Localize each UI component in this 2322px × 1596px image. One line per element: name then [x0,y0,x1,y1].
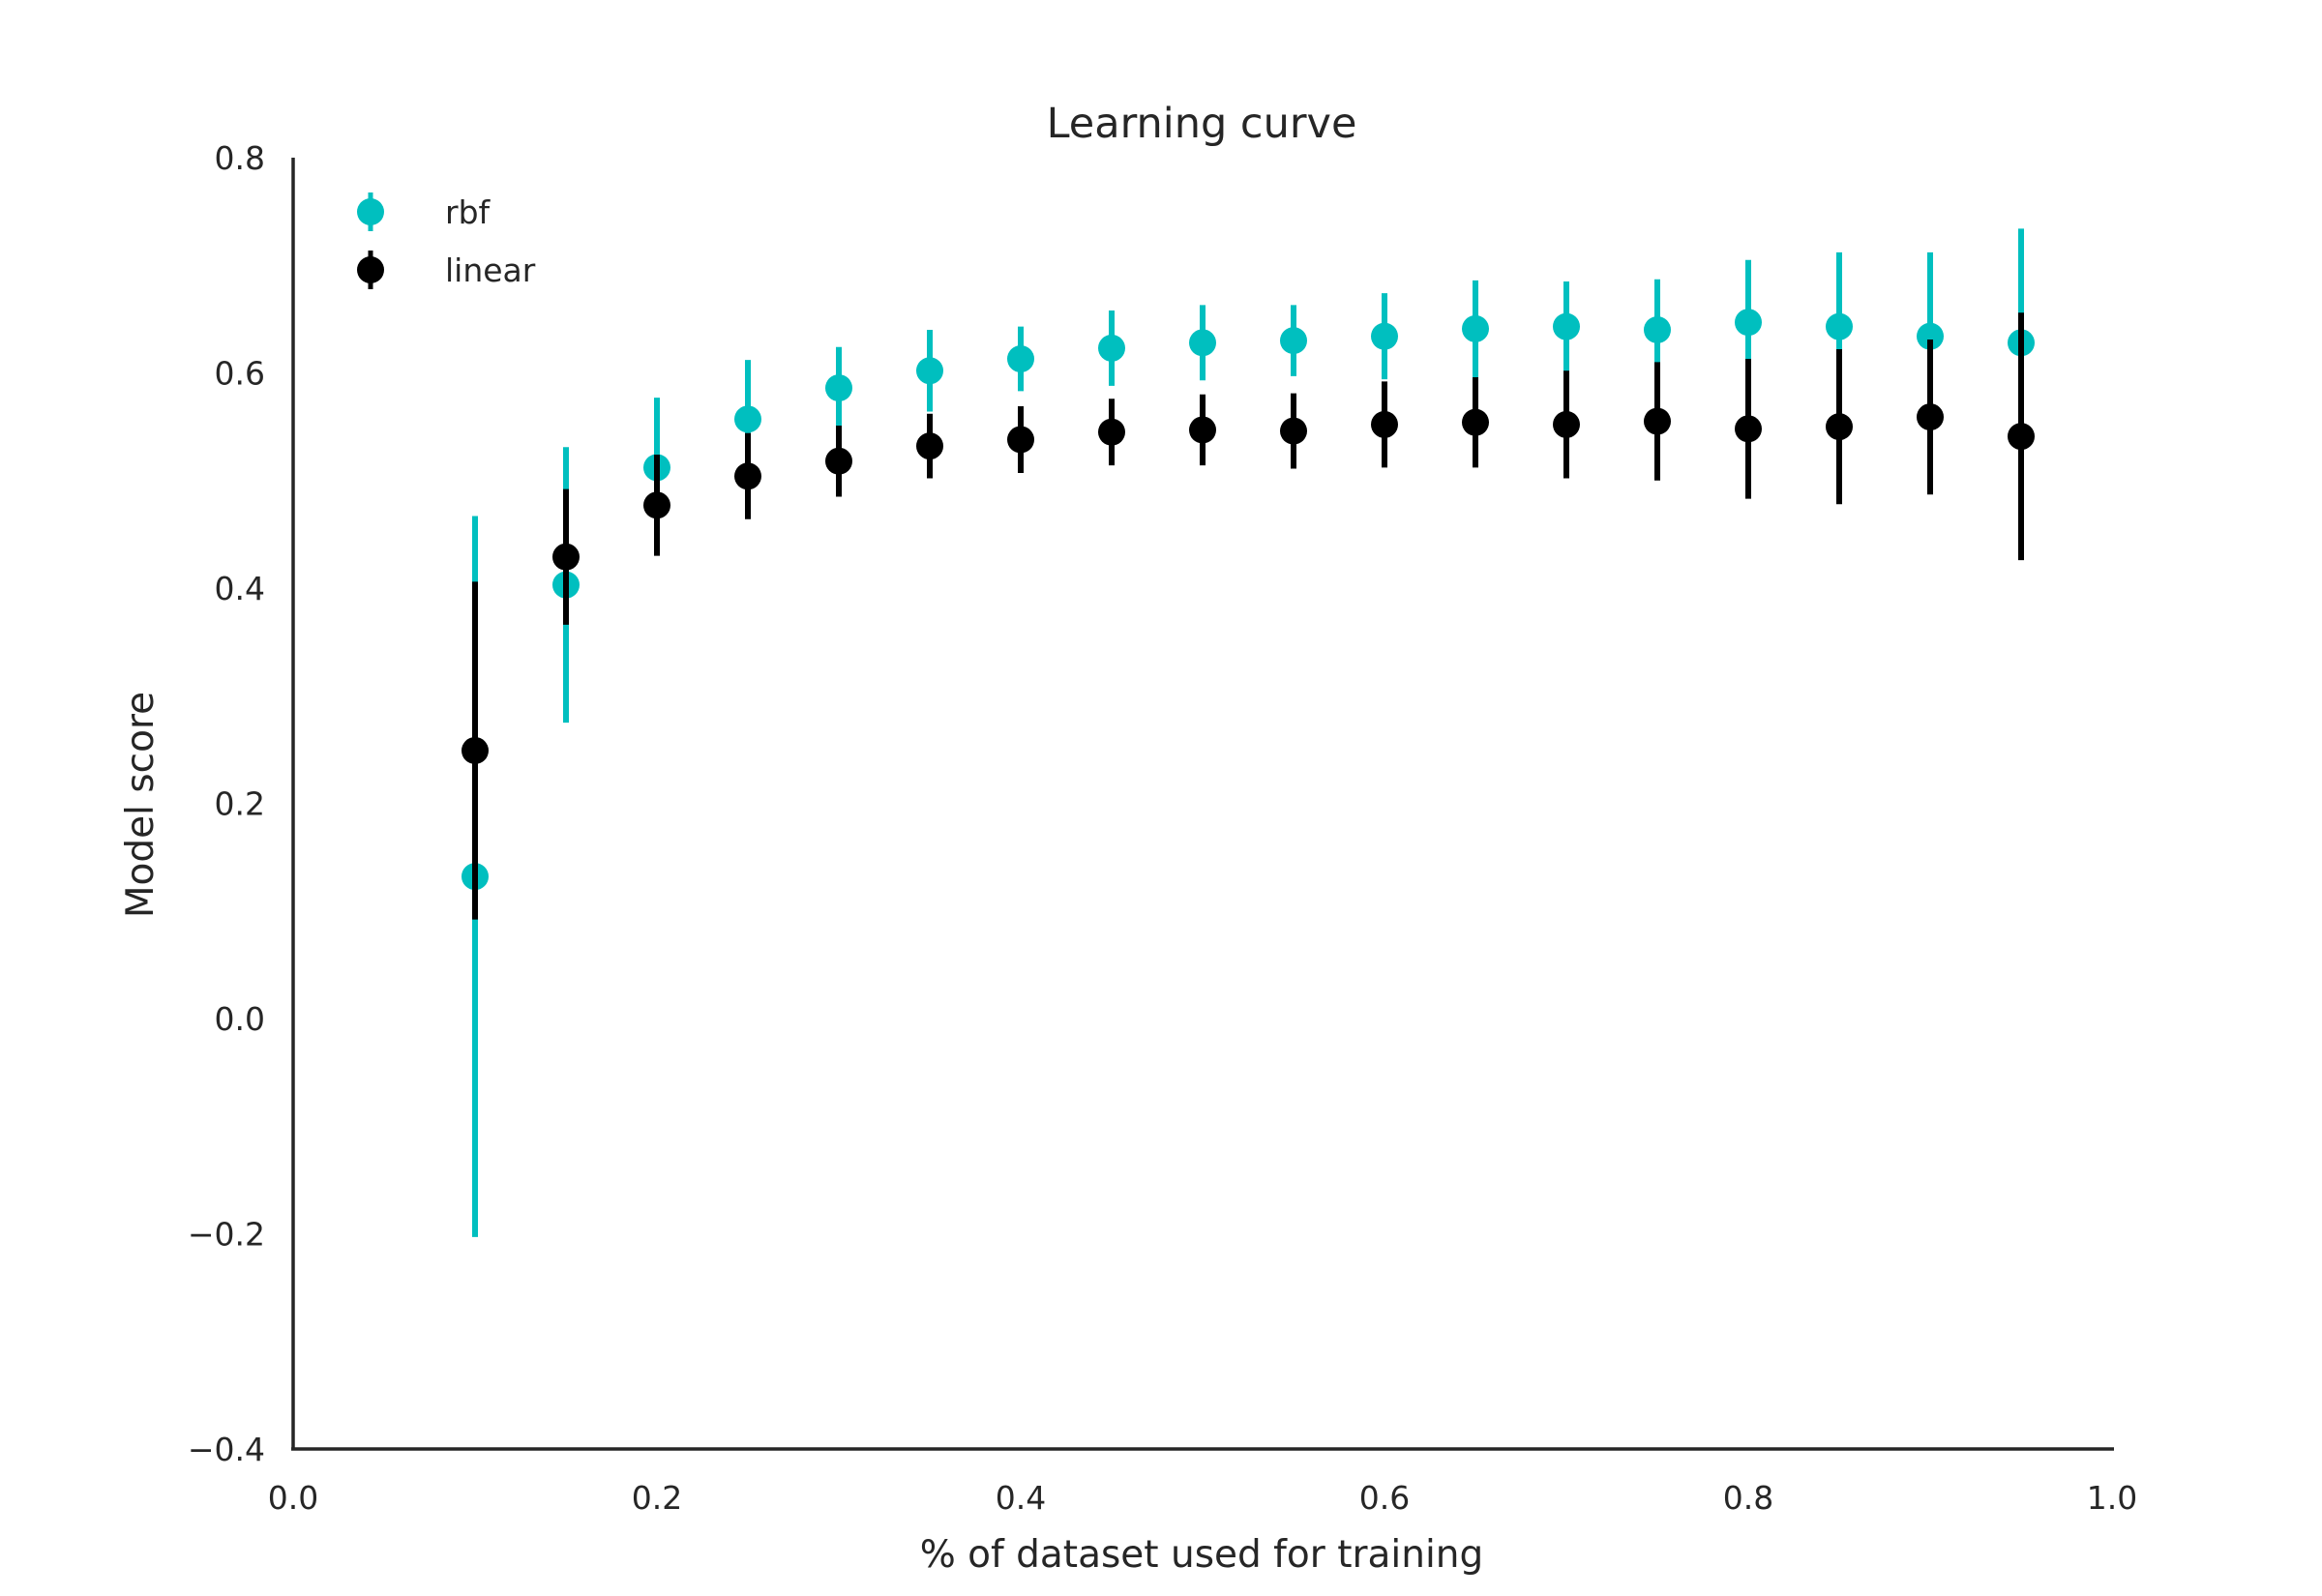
data-point [1826,312,1853,340]
data-point [1371,410,1398,438]
y-tick-label: 0.8 [215,139,265,177]
data-point [461,736,489,764]
data-point [825,374,852,402]
data-point [916,432,943,460]
legend-label: rbf [445,193,491,231]
chart-title: Learning curve [1047,100,1357,148]
y-tick-label: 0.2 [215,785,265,823]
data-point [734,462,761,490]
data-point [1371,322,1398,350]
data-point [1098,334,1125,362]
y-tick-label: 0.0 [215,1000,265,1038]
series-rbf [461,228,2035,1237]
data-point [1280,327,1307,355]
data-point [1553,410,1580,438]
data-point [1280,417,1307,445]
legend-marker [357,198,384,225]
data-point [643,491,670,519]
data-point [1644,407,1671,435]
x-tick-label: 1.0 [2087,1479,2137,1517]
data-point [552,543,580,571]
x-tick-label: 0.8 [1723,1479,1773,1517]
data-point [1735,415,1762,443]
data-point [1553,312,1580,340]
data-point [1917,322,1944,350]
data-point [1644,316,1671,343]
data-point [825,447,852,475]
data-point [1189,416,1216,444]
data-point [1189,329,1216,357]
x-axis-label: % of dataset used for training [920,1533,1484,1577]
y-tick-label: 0.4 [215,570,265,607]
data-point [916,357,943,385]
data-point [734,405,761,433]
y-tick-label: −0.2 [188,1216,265,1254]
data-point [1826,413,1853,441]
data-point [2008,423,2035,451]
y-tick-label: −0.4 [188,1431,265,1468]
plot-area [461,228,2035,1237]
y-tick-labels: −0.4 −0.2 0.0 0.2 0.4 0.6 0.8 [188,139,265,1468]
x-tick-label: 0.4 [996,1479,1046,1517]
legend: rbf linear [357,192,536,289]
data-point [1007,345,1034,373]
y-tick-label: 0.6 [215,355,265,393]
data-point [1007,426,1034,454]
data-point [1735,309,1762,337]
x-tick-label: 0.0 [268,1479,318,1517]
series-linear [461,312,2035,920]
x-tick-label: 0.2 [632,1479,682,1517]
data-point [1462,314,1489,342]
legend-label: linear [445,251,536,289]
data-point [1098,418,1125,446]
data-point [1917,403,1944,431]
legend-marker [357,256,384,283]
x-tick-label: 0.6 [1359,1479,1410,1517]
y-axis-label: Model score [119,692,163,918]
x-tick-labels: 0.0 0.2 0.4 0.6 0.8 1.0 [268,1479,2137,1517]
data-point [1462,408,1489,436]
